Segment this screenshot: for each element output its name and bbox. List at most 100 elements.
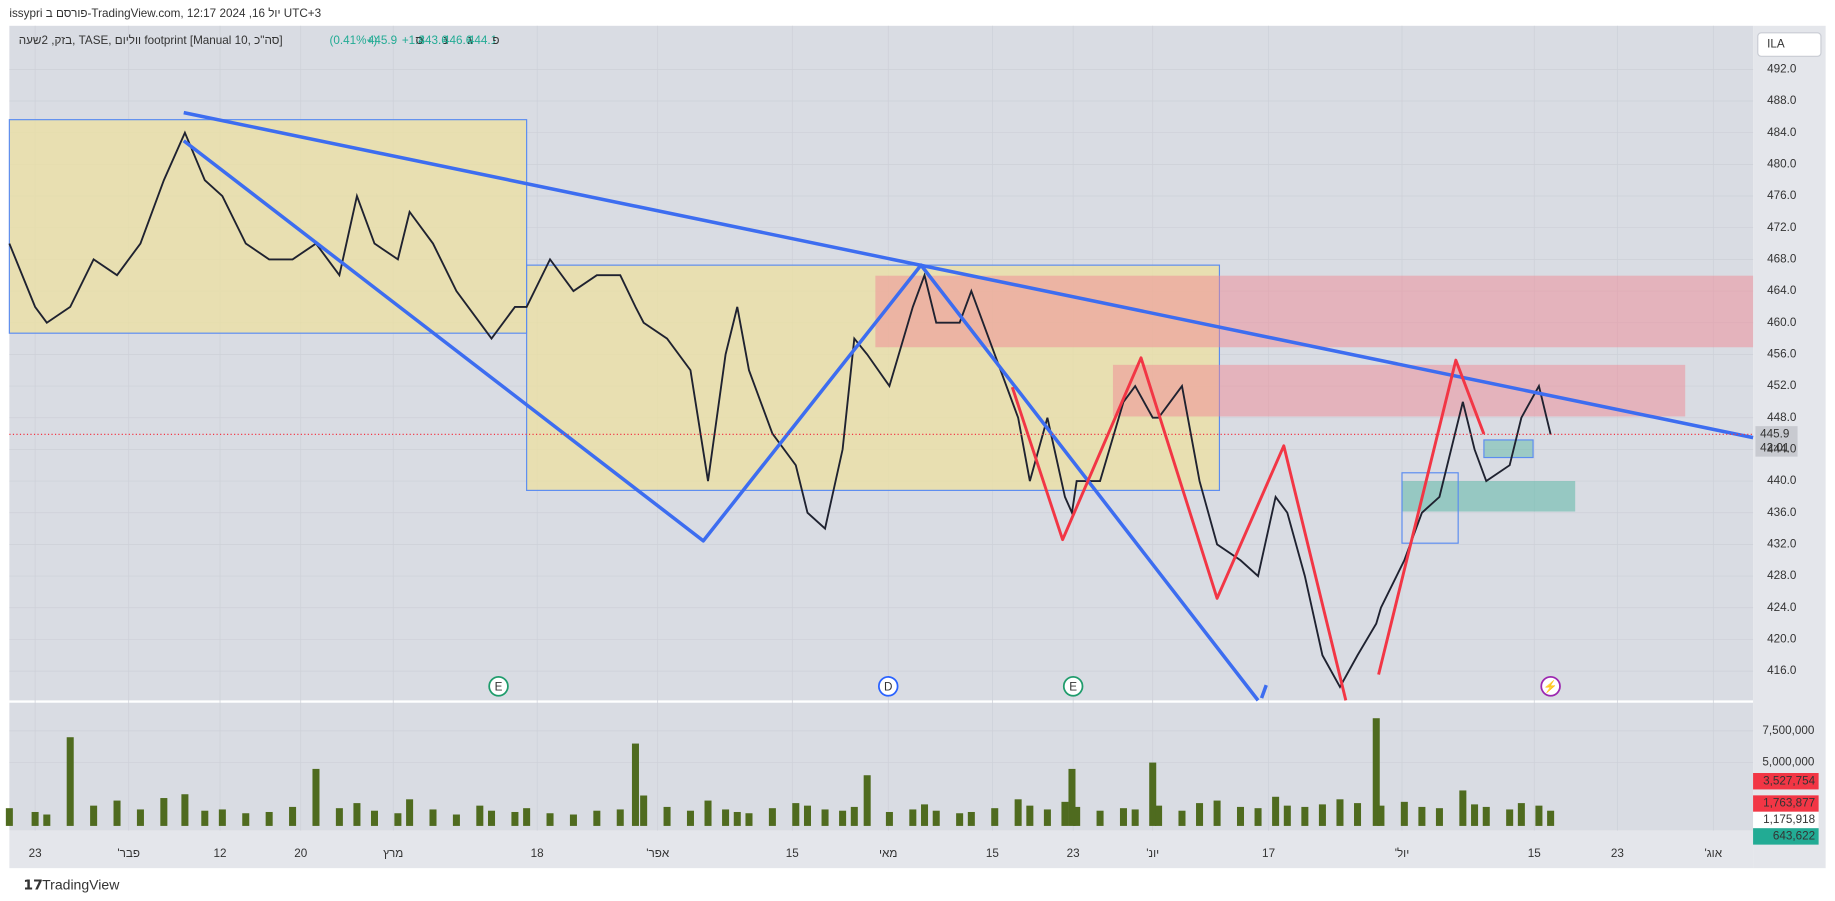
x-tick-label: 'אוג: [1705, 847, 1723, 860]
volume-bar: [821, 809, 829, 826]
event-marker: [1062, 676, 1084, 697]
volume-bar: [768, 808, 776, 826]
y-tick-label: 476.0: [1767, 189, 1797, 202]
ohlc-label: נ: [443, 34, 448, 47]
change: +1.8: [402, 34, 425, 47]
volume-tag: [1753, 795, 1819, 812]
volume-bar: [1178, 810, 1186, 826]
volume-bar: [850, 806, 858, 826]
volume-bar: [1506, 809, 1514, 826]
volume-bar: [1377, 805, 1385, 826]
volume-bar: [370, 810, 379, 826]
volume-bar: [569, 814, 577, 826]
x-tick-label: 15: [986, 847, 999, 860]
box: [1483, 439, 1534, 459]
x-tick-label: 15: [786, 847, 799, 860]
zigzag: [1259, 684, 1268, 699]
volume-bar: [863, 775, 871, 826]
y-tick-label: 444.0: [1767, 442, 1797, 455]
volume-bar: [1014, 799, 1022, 826]
y-tick-label: 472.0: [1767, 221, 1797, 234]
ohlc-value: 443.6: [419, 34, 448, 47]
zigzag: [1010, 356, 1348, 701]
x-tick-label: 12: [214, 847, 227, 860]
currency: ILA: [1767, 38, 1785, 51]
volume-bar: [476, 805, 484, 826]
volume-bar: [66, 737, 74, 826]
x-tick-label: מרץ: [383, 847, 403, 860]
volume-bar: [839, 810, 847, 826]
volume-bar: [745, 813, 753, 826]
y-tick-label: 432.0: [1767, 537, 1797, 550]
legend: בזק, 2שעה, TASE, ווליום footprint [Manua…: [19, 34, 500, 47]
x-tick-label: 18: [531, 847, 544, 860]
volume-bar: [967, 811, 975, 826]
y-tick-label: 440.0: [1767, 474, 1797, 487]
volume-bar: [631, 743, 639, 826]
x-tick-label: 15: [1528, 847, 1541, 860]
volume-bar: [640, 795, 648, 826]
y-tick-label: 452.0: [1767, 379, 1797, 392]
volume-bar: [1155, 805, 1163, 826]
change-pct: (+0.41%): [329, 34, 377, 47]
currency-button[interactable]: [1757, 32, 1822, 57]
event-marker: [1540, 676, 1561, 697]
volume-bar: [429, 809, 437, 826]
event-label: E: [1069, 681, 1077, 694]
volume-bar: [1236, 806, 1245, 826]
y-tick-label: 428.0: [1767, 569, 1797, 582]
volume-bar: [733, 811, 741, 826]
volume-bar: [956, 813, 964, 826]
zigzag: [1377, 358, 1486, 675]
time-axis: [9, 830, 1754, 869]
logo: 𝟭𝟳: [23, 876, 43, 892]
volume-bar: [722, 809, 730, 826]
volume-bar: [1336, 799, 1344, 826]
x-tick-label: 'פבר: [117, 847, 140, 860]
volume-bar: [335, 808, 343, 826]
volume-bar: [546, 813, 554, 826]
volume-bar: [1517, 803, 1525, 826]
volume-bar: [1372, 718, 1380, 826]
x-tick-label: 23: [1067, 847, 1080, 860]
volume-bar: [181, 794, 189, 826]
range-box: [8, 119, 528, 334]
y-tick-label: 492.0: [1767, 62, 1797, 75]
ohlc-value: 444.1: [468, 34, 497, 47]
event-label: ⚡: [1543, 680, 1558, 694]
volume-bar: [792, 803, 800, 826]
y-tick-label: 448.0: [1767, 411, 1797, 424]
volume-bar: [1196, 803, 1204, 826]
volume-bar: [909, 809, 917, 826]
volume-bar: [511, 811, 519, 826]
volume-bar: [663, 806, 671, 826]
y-tick-label: 460.0: [1767, 316, 1797, 329]
x-tick-label: 20: [294, 847, 307, 860]
x-tick-label: 'יול: [1395, 847, 1409, 860]
brand: TradingView: [42, 876, 120, 892]
box: [1401, 472, 1459, 544]
volume-bar: [921, 804, 929, 826]
y-tick-label: 488.0: [1767, 94, 1797, 107]
last-price: 445.9: [1760, 427, 1789, 440]
ohlc-value: 446.6: [443, 34, 472, 47]
x-tick-label: 'יונ: [1146, 847, 1159, 860]
x-tick-label: 17: [1262, 847, 1275, 860]
volume-bar: [43, 814, 51, 826]
volume-bar: [353, 803, 361, 826]
demand-zone: [1401, 481, 1576, 512]
event-label: D: [884, 681, 892, 694]
volume-bar: [160, 798, 168, 826]
volume-bar: [1073, 806, 1081, 826]
volume-bar: [1535, 805, 1543, 826]
volume-bar: [1068, 768, 1076, 826]
volume-bar: [488, 810, 496, 826]
legend-title: בזק, 2שעה, TASE, ווליום footprint [Manua…: [19, 34, 283, 47]
volume-bar: [394, 813, 402, 826]
overlay: 445.9 42:01 3,527,754 1,763,877 1,175,918 643…: [9, 426, 1819, 845]
volume-bar: [406, 799, 414, 826]
ohlc-label: ג: [468, 34, 473, 47]
y-tick-label: 480.0: [1767, 157, 1797, 170]
volume-bar: [218, 809, 226, 826]
